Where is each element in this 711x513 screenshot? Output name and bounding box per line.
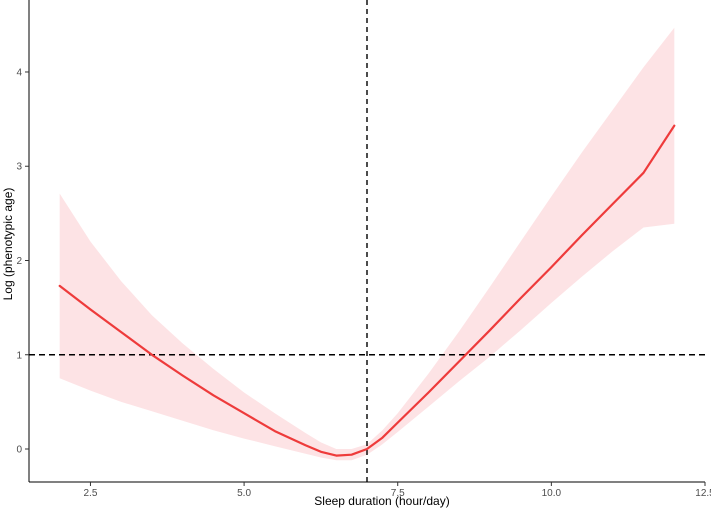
y-tick-label: 2 xyxy=(16,256,22,267)
x-tick-label: 12.5 xyxy=(695,488,711,499)
x-tick-label: 2.5 xyxy=(84,488,98,499)
y-tick-label: 3 xyxy=(16,162,22,173)
y-tick-label: 0 xyxy=(16,445,22,456)
spline-line-layer xyxy=(58,124,676,457)
confidence-band-layer xyxy=(59,27,675,461)
x-tick-label: 10.0 xyxy=(542,488,562,499)
y-tick-label: 1 xyxy=(16,350,22,361)
y-axis-title: Log (phenotypic age) xyxy=(1,188,15,301)
x-axis-title: Sleep duration (hour/day) xyxy=(314,494,449,508)
y-tick-label: 4 xyxy=(16,67,22,78)
axes: 2.5 5.0 7.5 10.0 12.5 0 1 2 3 4 xyxy=(16,0,711,499)
confidence-band xyxy=(59,27,675,461)
x-tick-label: 5.0 xyxy=(237,488,251,499)
spline-line xyxy=(58,124,676,457)
x-tick-label: 7.5 xyxy=(391,488,405,499)
reference-lines xyxy=(29,0,705,482)
